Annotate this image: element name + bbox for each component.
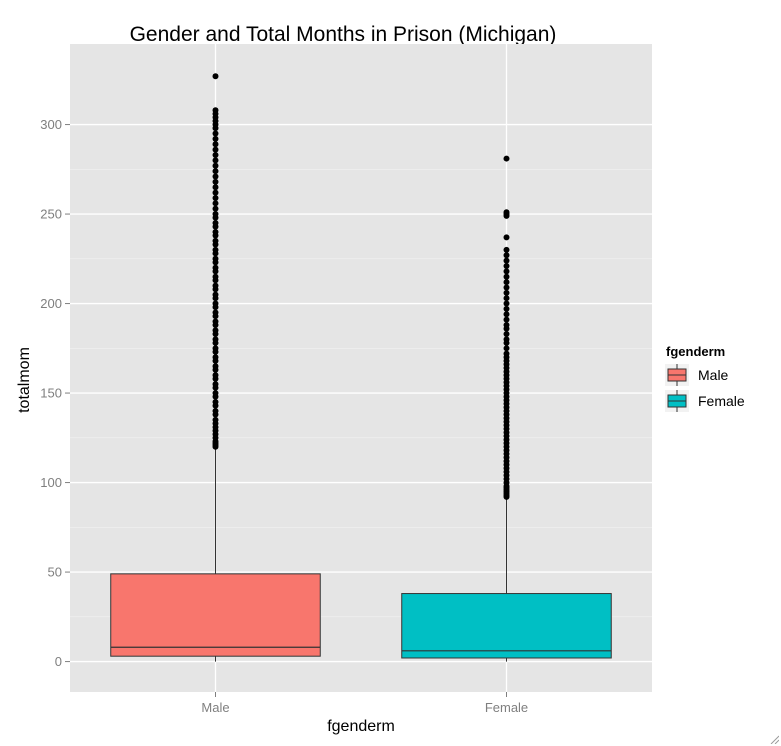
outlier-point	[212, 189, 219, 196]
outlier-point	[503, 295, 510, 302]
outlier-point	[503, 155, 510, 162]
outlier-point	[212, 264, 219, 271]
legend-label: Male	[698, 367, 729, 383]
outlier-point	[503, 305, 510, 312]
legend-item-male: Male	[665, 364, 729, 386]
legend-title: fgenderm	[666, 344, 725, 359]
outlier-point	[503, 257, 510, 264]
outlier-point	[212, 194, 219, 201]
outlier-point	[212, 220, 219, 227]
y-tick-label: 150	[40, 386, 62, 401]
box-female	[401, 593, 612, 659]
outlier-point	[503, 330, 510, 337]
outlier-point	[212, 73, 219, 80]
y-tick-label: 200	[40, 296, 62, 311]
outlier-point	[212, 416, 219, 423]
y-tick-label: 0	[55, 654, 62, 669]
chart-title: Gender and Total Months in Prison (Michi…	[130, 23, 557, 46]
outlier-point	[212, 354, 219, 361]
x-tick-label: Male	[201, 700, 229, 715]
outlier-point	[212, 146, 219, 153]
outlier-point	[212, 291, 219, 298]
outlier-point	[212, 135, 219, 142]
box-male	[110, 573, 321, 657]
outlier-point	[503, 279, 510, 286]
outlier-point	[212, 151, 219, 158]
outlier-point	[212, 300, 219, 307]
outlier-point	[212, 211, 219, 218]
outlier-point	[212, 168, 219, 175]
y-tick-label: 300	[40, 117, 62, 132]
outlier-point	[503, 252, 510, 259]
outlier-point	[212, 273, 219, 280]
boxplots	[110, 73, 612, 662]
y-tick-label: 100	[40, 475, 62, 490]
legend: fgenderm Male Female	[665, 344, 745, 412]
x-axis-title: fgenderm	[327, 718, 395, 735]
outlier-point	[503, 316, 510, 323]
x-tick-label: Female	[485, 700, 528, 715]
outlier-point	[212, 336, 219, 343]
outlier-point	[212, 381, 219, 388]
legend-label: Female	[698, 393, 745, 409]
outlier-point	[212, 157, 219, 164]
outlier-point	[212, 390, 219, 397]
outlier-point	[503, 311, 510, 318]
boxplot-female	[401, 155, 612, 662]
outlier-point	[503, 209, 510, 216]
outlier-point	[212, 327, 219, 334]
outlier-point	[212, 309, 219, 316]
outlier-point	[503, 262, 510, 269]
y-tick-label: 250	[40, 207, 62, 222]
outlier-point	[212, 184, 219, 191]
outlier-point	[212, 228, 219, 235]
outlier-point	[212, 255, 219, 262]
y-tick-label: 50	[48, 565, 62, 580]
outlier-point	[503, 246, 510, 253]
outlier-point	[212, 200, 219, 207]
outlier-point	[212, 345, 219, 352]
outlier-point	[212, 363, 219, 370]
outlier-point	[503, 273, 510, 280]
outlier-point	[212, 237, 219, 244]
outlier-point	[503, 345, 510, 352]
outlier-point	[503, 300, 510, 307]
outlier-point	[212, 282, 219, 289]
outlier-point	[212, 162, 219, 169]
y-axis-title: totalmom	[16, 347, 33, 413]
outlier-point	[212, 107, 219, 114]
outlier-point	[503, 350, 510, 357]
outlier-point	[212, 205, 219, 212]
boxplot-male	[110, 73, 321, 662]
outlier-point	[212, 372, 219, 379]
outlier-point	[212, 407, 219, 414]
outlier-point	[212, 173, 219, 180]
outlier-point	[503, 322, 510, 329]
resize-grip-icon[interactable]	[769, 734, 779, 744]
outlier-point	[503, 234, 510, 241]
outlier-point	[503, 289, 510, 296]
outlier-point	[212, 178, 219, 185]
outlier-point	[212, 318, 219, 325]
outlier-point	[212, 141, 219, 148]
legend-item-female: Female	[665, 390, 745, 412]
x-axis-ticks: Male Female	[201, 692, 528, 715]
outlier-point	[503, 336, 510, 343]
outlier-point	[212, 246, 219, 253]
outlier-point	[503, 284, 510, 291]
y-axis-ticks: 0 50 100 150 200 250 300	[40, 117, 70, 669]
outlier-point	[503, 268, 510, 275]
outlier-point	[212, 399, 219, 406]
outlier-point	[212, 130, 219, 137]
